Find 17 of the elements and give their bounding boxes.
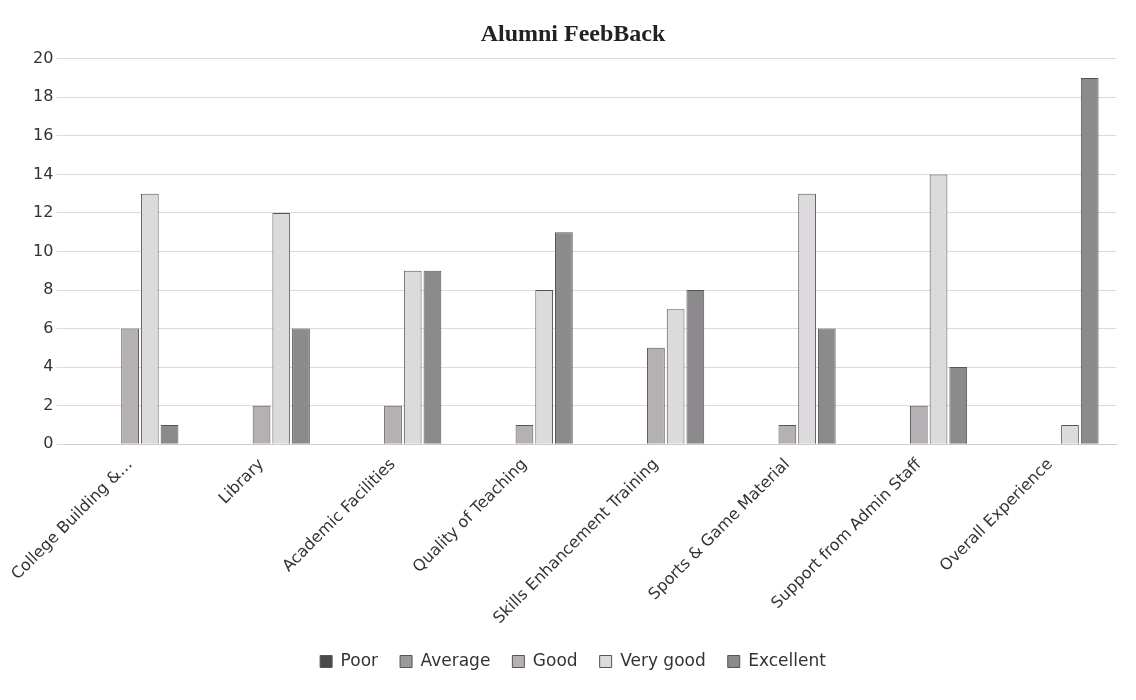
- y-tick-label: 4: [43, 356, 54, 376]
- y-tick-label: 14: [33, 163, 54, 183]
- y-tick-label: 2: [43, 394, 54, 414]
- y-tick-label: 6: [43, 317, 54, 337]
- y-tick-label: 18: [33, 86, 54, 106]
- y-tick-label: 10: [33, 240, 54, 260]
- legend-label: Very good: [620, 649, 706, 670]
- y-tick-label: 8: [43, 279, 54, 299]
- y-tick-label: 12: [33, 202, 54, 222]
- legend-label: Average: [420, 649, 491, 670]
- chart-title: Alumni FeebBack: [480, 19, 666, 46]
- legend-label: Good: [532, 649, 578, 670]
- legend-label: Excellent: [748, 649, 827, 670]
- legend-label: Poor: [340, 649, 379, 670]
- y-tick-label: 20: [33, 47, 54, 67]
- y-tick-label: 16: [33, 125, 54, 145]
- y-tick-label: 0: [43, 433, 54, 453]
